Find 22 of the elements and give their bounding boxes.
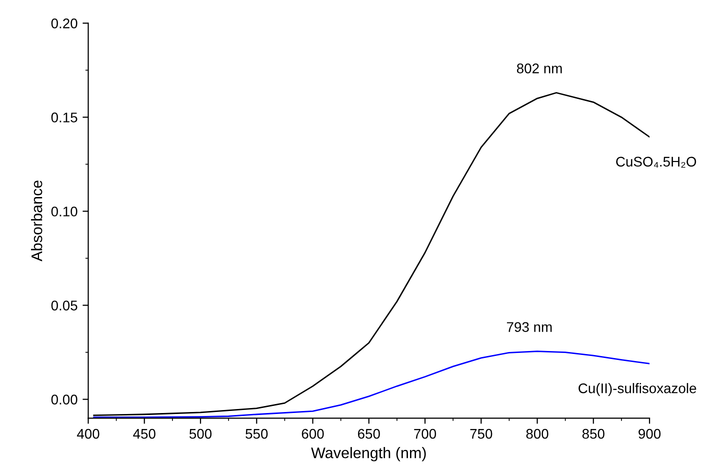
x-tick-label: 650: [358, 428, 380, 439]
y-tick-label: 0.05: [51, 300, 78, 310]
x-tick-label: 450: [133, 428, 156, 439]
x-axis-title: Wavelength (nm): [311, 447, 426, 462]
y-tick-label: 0.10: [51, 206, 78, 216]
annotation: 802 nm: [516, 64, 562, 74]
x-tick-label: 550: [246, 428, 268, 439]
y-tick-label: 0.00: [51, 394, 78, 404]
series-label: CuSO₄.5H₂O: [616, 156, 696, 168]
y-axis-title: Absorbance: [31, 180, 42, 262]
annotation: 793 nm: [506, 322, 552, 332]
x-tick-label: 800: [526, 428, 548, 439]
y-tick-label: 0.20: [51, 18, 78, 28]
x-tick-label: 900: [638, 428, 661, 439]
x-tick-label: 850: [582, 428, 604, 439]
x-tick-label: 750: [470, 428, 492, 439]
x-tick-label: 600: [302, 428, 324, 439]
x-tick-label: 500: [189, 428, 212, 439]
x-tick-label: 400: [76, 428, 100, 439]
x-tick-label: 700: [414, 428, 436, 439]
series-label: Cu(II)-sulfisoxazole: [578, 383, 696, 396]
y-tick-label: 0.15: [51, 112, 78, 122]
